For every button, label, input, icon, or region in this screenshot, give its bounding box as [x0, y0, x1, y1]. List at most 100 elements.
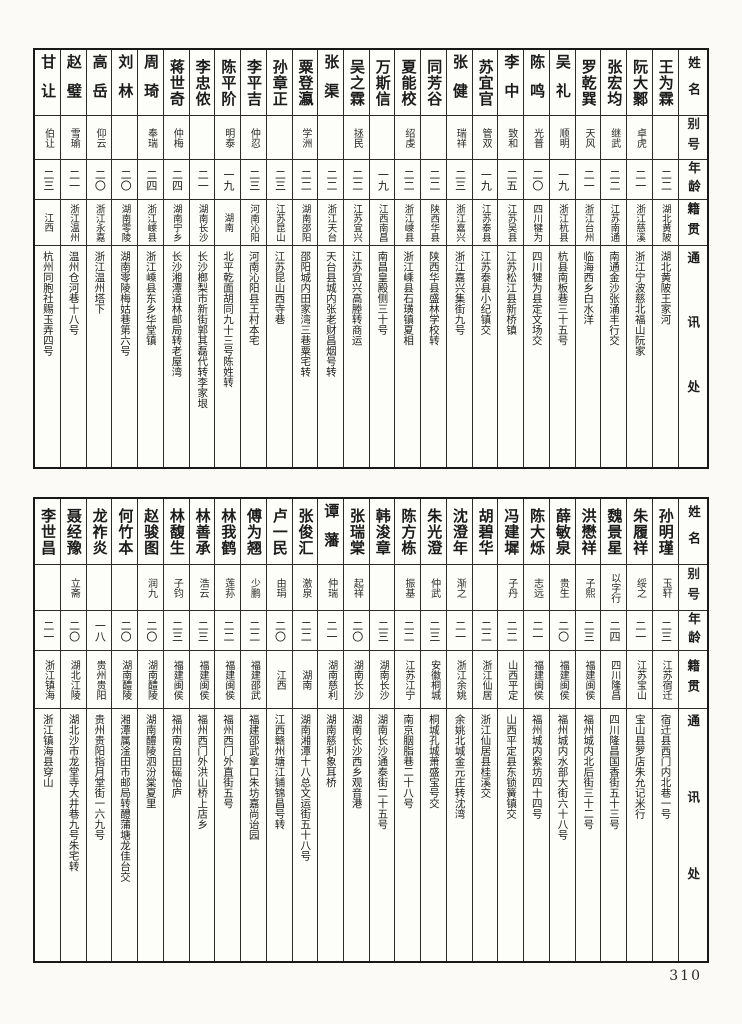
entry-age: 二三 [376, 619, 390, 642]
entry-age-cell: 二四 [138, 160, 163, 200]
entry-address: 长沙湘潭道林邮局转老屋湾 [170, 251, 183, 377]
entry-native-place: 湖北黄陂 [659, 203, 671, 242]
entry-name: 朱光澄 [425, 507, 444, 556]
entry-age-cell: 一九 [472, 160, 498, 200]
entry-age: 二三 [41, 168, 55, 191]
entry-name-cell: 夏能校 [395, 50, 421, 116]
entry-address-cell: 桐城孔城萧盛宝号交 [421, 709, 446, 961]
entry-name: 聂经豫 [64, 507, 83, 556]
entry-name-cell: 罗乾巽 [575, 50, 601, 116]
entry-native-place: 四川犍为 [531, 203, 543, 242]
entry-native-cell: 江西 [35, 200, 60, 246]
entry-age: 二一 [582, 168, 596, 191]
entry-alias-cell [86, 565, 112, 611]
entry-address-cell: 浙江嘉兴集街九号 [447, 246, 472, 467]
entry-alias-cell [369, 565, 395, 611]
entry-address-cell: 宿迁县西门内北巷一号 [653, 709, 678, 961]
entry-alias: 明泰 [222, 127, 234, 148]
entry-native-place: 浙江温州 [67, 203, 79, 242]
entry-column: 张健 瑞祥 二三 浙江嘉兴 浙江嘉兴集街九号 [446, 50, 473, 467]
entry-column: 李中 致和 二五 江苏吴县 江苏松江县新桥镇 [498, 50, 525, 467]
entry-name-cell: 张健 [446, 50, 472, 116]
entry-age: 二二 [247, 619, 261, 642]
entry-name: 何竹本 [116, 507, 135, 556]
entry-age: 一九 [222, 168, 236, 191]
entry-native-cell: 湖南醴陵 [112, 651, 138, 709]
entry-alias-cell: 子丹 [498, 565, 524, 611]
entry-alias: 子熙 [582, 577, 594, 598]
entry-name: 林善承 [193, 507, 212, 556]
entry-native-cell: 湖北江陵 [60, 651, 86, 709]
entry-alias-cell: 绥之 [627, 565, 652, 611]
entry-address: 南通金沙张涌丰行交 [608, 251, 620, 346]
entry-address-cell: 北平乾面胡同九十三号陈姓转 [215, 246, 240, 467]
header-address: 通讯处 [679, 246, 707, 467]
entry-name: 高岳 [90, 53, 109, 112]
entry-alias-cell: 绍虔 [395, 116, 421, 160]
entry-native-cell: 浙江嵊县 [395, 200, 421, 246]
header-name-label: 姓名 [685, 505, 701, 558]
entry-column: 李平吉 仲忍 二三 河南沁阳 河南沁阳县王村本宅 [241, 50, 267, 467]
entry-name-cell: 陈平阶 [215, 50, 241, 116]
entry-age-cell: 二〇 [112, 611, 138, 651]
entry-address: 江西赣州塘江铺锦昌号转 [273, 714, 286, 830]
entry-native-cell: 江西 [266, 651, 292, 709]
entry-name-cell: 甘让 [35, 50, 60, 116]
entry-address-cell: 福州南台田磘怡庐 [164, 709, 189, 961]
entry-native-place: 贵州贵阳 [94, 659, 106, 700]
entry-column: 万斯信 一九 江西南昌 南昌皇殿侧三十号 [369, 50, 396, 467]
entry-name: 同芳谷 [425, 58, 444, 107]
entry-alias: 志远 [531, 577, 543, 598]
entry-column: 陈大烁 志远 二一 福建闽侯 福州城内紫坊四十四号 [524, 499, 550, 961]
entry-native-place: 江苏宿迁 [660, 659, 672, 700]
entry-address-cell: 四川隆昌国香街五十三号 [601, 709, 626, 961]
entry-age-cell: 二一 [60, 160, 86, 200]
entry-native-place: 江西 [274, 669, 286, 690]
entry-address-cell: 贵州贵阳指月堂街一六九号 [87, 709, 112, 961]
entry-name-cell: 何竹本 [112, 499, 138, 565]
entry-name: 张渠 [322, 53, 341, 112]
entry-age: 二〇 [119, 168, 133, 191]
entry-alias: 绥之 [634, 577, 646, 598]
entry-native-cell: 福建闽侯 [163, 651, 189, 709]
entry-native-cell: 浙江台州 [575, 200, 601, 246]
entry-native-cell: 江苏泰县 [472, 200, 498, 246]
entry-name-cell: 傅为翘 [241, 499, 266, 565]
entry-address: 湖南零陵梅姑巷第六号 [119, 251, 132, 356]
entry-native-place: 浙江永嘉 [93, 203, 105, 242]
entry-native-place: 陕西华县 [428, 203, 440, 242]
page-number: 310 [669, 968, 702, 984]
entry-native-cell: 安徽桐城 [421, 651, 446, 709]
entry-address-cell: 河南沁阳县王村本宅 [241, 246, 266, 467]
entry-native-place: 湖南 [299, 669, 311, 690]
entry-name: 张宏均 [605, 58, 624, 107]
entry-column: 何竹本 二〇 湖南醴陵 湘潭属淦田市邮局转醴蒲塘龙佳台交 [112, 499, 139, 961]
entry-age-cell: 二二 [395, 160, 421, 200]
entry-age: 二〇 [93, 168, 107, 191]
entry-age-cell: 二〇 [549, 611, 575, 651]
entry-address-cell: 浙江宁波慈北福山阮家 [627, 246, 652, 467]
entry-age: 二二 [427, 168, 441, 191]
header-column: 姓名 别号 年龄 籍贯 通讯处 [678, 499, 707, 961]
entry-alias: 伯让 [42, 127, 54, 148]
entry-column: 甘让 伯让 二三 江西 杭州同胞社赐玉弄四号 [35, 50, 61, 467]
header-alias-label: 别号 [685, 567, 701, 608]
header-age: 年龄 [678, 611, 707, 651]
entry-address: 北平乾面胡同九十三号陈姓转 [221, 251, 234, 388]
entry-native-place: 湖南慈利 [325, 659, 337, 700]
entry-address: 福州城内紫坊四十四号 [530, 714, 543, 819]
entry-native-cell: 湖南宁乡 [163, 200, 189, 246]
entry-alias-cell: 致和 [498, 116, 524, 160]
entry-column: 聂经豫 立斋 二〇 湖北江陵 湖北沙市龙堂寺大井巷九号朱宅转 [60, 499, 87, 961]
entry-age-cell: 二一 [189, 160, 215, 200]
entry-native-place: 福建闽侯 [531, 659, 543, 700]
entry-age: 二一 [453, 619, 467, 642]
entry-native-place: 四川隆昌 [608, 659, 620, 700]
entry-native-place: 江苏宝山 [634, 659, 646, 700]
entry-age: 二四 [170, 168, 184, 191]
entry-age: 一九 [479, 168, 493, 191]
entry-alias: 继武 [608, 127, 620, 148]
entry-native-place: 浙江天台 [325, 203, 337, 242]
entry-age: 二〇 [273, 619, 287, 642]
entry-address: 福州城内水部大街六十八号 [556, 714, 569, 840]
